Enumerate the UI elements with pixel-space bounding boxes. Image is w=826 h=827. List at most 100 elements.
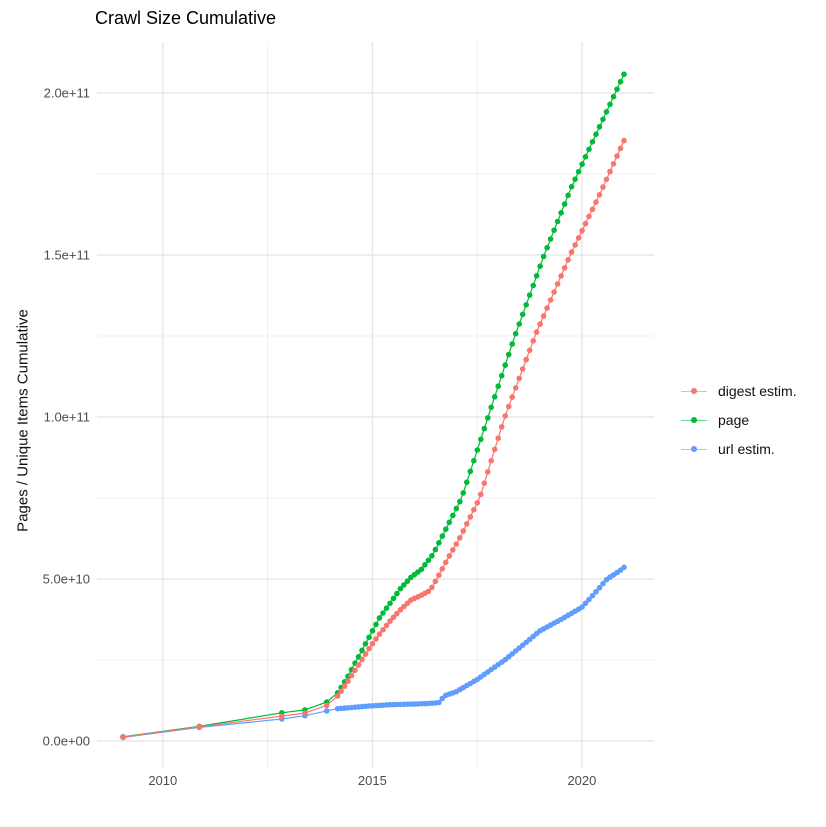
y-tick-label: 0.0e+00 [43,734,90,749]
series-point [509,341,515,347]
series-point [589,592,596,599]
series-point [341,683,348,689]
legend-key-icon [680,438,708,460]
series-point [373,621,379,628]
legend-key-dot [691,417,697,424]
series-point [404,578,411,584]
series-point [533,273,540,279]
series-point [505,351,512,358]
series-point [516,321,522,327]
series-point [544,244,550,251]
series-point [345,678,351,684]
series-point [607,168,613,175]
series-point [509,394,515,400]
series-point [505,403,512,410]
series-point [593,199,599,205]
series-point [394,590,400,597]
legend-label: url estim. [718,441,775,457]
series-point [554,281,561,287]
series-point [596,585,603,591]
legend-key-icon [680,380,708,402]
series-point [380,610,386,616]
series-line-url-estim- [122,566,625,738]
series-point [471,507,477,513]
series-point [600,116,606,123]
series-point [436,699,442,706]
series-point [582,154,589,160]
series-point [621,71,627,77]
series-point [401,582,407,588]
series-point [439,566,446,572]
y-axis-title: Pages / Unique Items Cumulative [14,309,32,532]
series-point [561,201,568,207]
y-tick-label: 5.0e+10 [43,572,90,587]
series-point [397,607,404,613]
series-point [600,580,606,587]
series-point [498,372,505,379]
series-point [582,220,589,227]
series-point [512,330,519,337]
series-point [495,435,502,442]
series-point [355,662,362,668]
series-point [443,526,449,532]
x-tick-label: 2020 [567,773,596,788]
series-point [568,249,575,255]
series-point [544,305,550,311]
series-point [366,634,372,641]
series-point [390,595,397,602]
series-point [614,153,620,159]
series-point [390,614,397,621]
series-point [446,519,453,526]
series-point [614,86,620,92]
series-point [533,329,540,335]
series-point [478,436,484,443]
series-point [439,533,446,539]
series-line-digest-estim- [122,140,625,738]
series-point [478,491,484,498]
series-point [519,366,526,372]
series-point [579,227,585,234]
series-point [485,415,491,421]
series-point [526,347,533,354]
series-point [323,702,330,709]
series-point [565,257,571,263]
series-point [547,236,554,242]
series-point [561,265,568,271]
series-point [446,553,453,559]
series-point [464,521,470,527]
legend-item: page [680,409,797,431]
series-point [603,176,610,183]
series-point [491,446,498,453]
chart-title: Crawl Size Cumulative [95,8,277,28]
x-tick-label: 2010 [148,773,177,788]
series-point [610,93,617,100]
series-point [425,588,432,595]
series-point [432,578,439,585]
series-point [362,651,369,657]
series-point [596,192,603,198]
series-point [380,627,386,633]
y-tick-label: 1.0e+11 [44,410,90,425]
series-point [436,540,442,546]
series-point [523,356,529,363]
series-point [607,101,613,108]
series-point [464,479,470,486]
series-point [621,137,627,144]
series-point [425,557,432,564]
series-point [547,297,554,303]
series-point [334,693,341,699]
series-point [498,424,505,430]
series-point [488,404,495,411]
series-point [579,604,585,610]
series-point [617,145,624,152]
series-point [589,206,596,213]
series-point [376,631,383,637]
series-point [366,645,372,652]
series-point [516,375,522,382]
series-point [540,253,547,260]
series-point [376,615,383,621]
series-point [460,490,467,496]
series-point [565,192,571,199]
series-point [530,282,536,289]
